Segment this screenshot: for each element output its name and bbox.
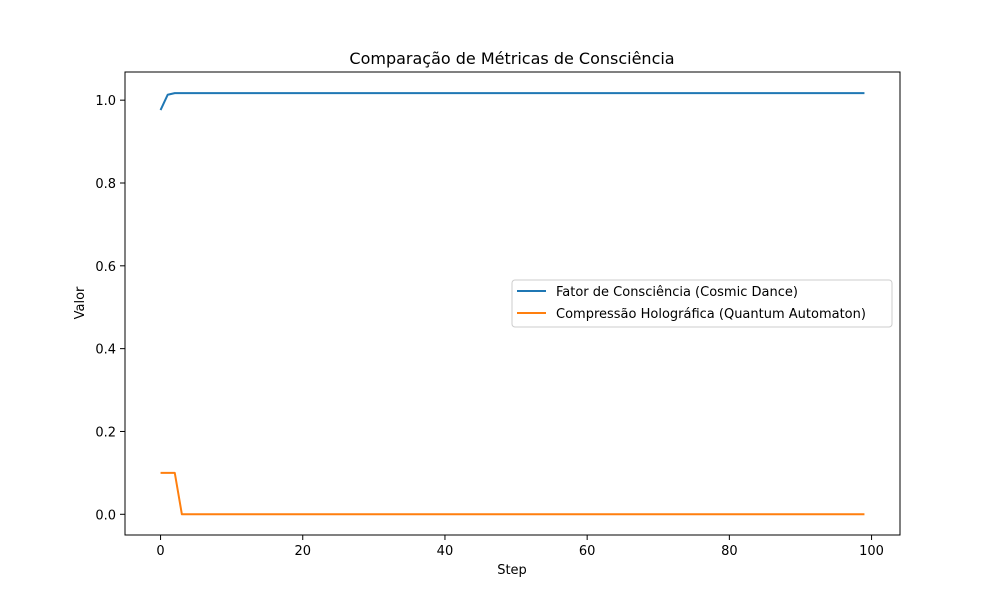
chart-title: Comparação de Métricas de Consciência	[349, 49, 674, 68]
y-tick-label: 0.0	[95, 508, 116, 523]
y-axis-label: Valor	[73, 286, 88, 319]
y-tick-label: 0.4	[95, 343, 116, 358]
series-line-0	[159, 92, 865, 111]
y-tick-label: 1.0	[95, 94, 116, 109]
x-tick-label: 0	[156, 544, 164, 559]
legend-box	[511, 279, 893, 328]
y-tick-label: 0.6	[95, 260, 116, 275]
y-tick-label: 0.2	[95, 425, 116, 440]
x-tick-label: 100	[859, 544, 884, 559]
series-line-1	[160, 471, 865, 516]
x-axis-label: Step	[497, 563, 527, 578]
y-tick-label: 0.8	[95, 177, 116, 192]
x-tick-label: 20	[294, 544, 311, 559]
x-axis-ticks: 0 20 40 60 80 100	[156, 535, 884, 559]
x-tick-label: 80	[721, 544, 738, 559]
x-tick-label: 40	[437, 544, 454, 559]
legend: Fator de Consciência (Cosmic Dance) Comp…	[511, 279, 893, 328]
legend-label-compressao: Compressão Holográfica (Quantum Automato…	[556, 307, 866, 322]
legend-label-fator: Fator de Consciência (Cosmic Dance)	[556, 285, 798, 300]
x-tick-label: 60	[579, 544, 596, 559]
series-layer	[159, 92, 865, 516]
plot-area-frame	[124, 71, 901, 536]
y-axis-ticks: 0.0 0.2 0.4 0.6 0.8 1.0	[95, 94, 125, 523]
